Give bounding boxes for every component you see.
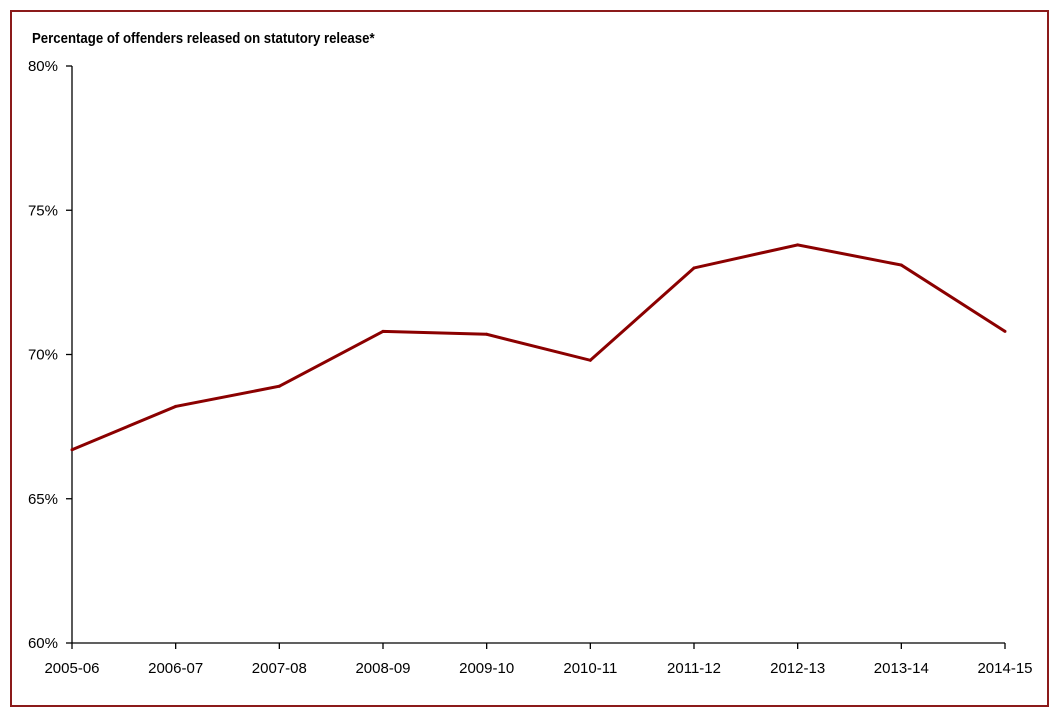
x-tick-label: 2011-12 [667, 660, 721, 677]
y-tick-label: 70% [28, 347, 58, 364]
x-tick-label: 2010-11 [563, 660, 617, 677]
x-tick-label: 2006-07 [148, 660, 203, 677]
chart-title: Percentage of offenders released on stat… [32, 30, 375, 47]
data-point [1003, 329, 1007, 333]
x-tick-label: 2005-06 [44, 660, 99, 677]
x-tick-label: 2008-09 [355, 660, 410, 677]
data-point [70, 448, 74, 452]
data-point [796, 243, 800, 247]
x-tick-label: 2013-14 [874, 660, 929, 677]
data-point [692, 266, 696, 270]
data-point [277, 384, 281, 388]
x-tick-label: 2014-15 [977, 660, 1032, 677]
data-point [899, 263, 903, 267]
x-tick-label: 2009-10 [459, 660, 514, 677]
y-tick-label: 75% [28, 202, 58, 219]
data-point [485, 332, 489, 336]
chart-frame [10, 10, 1049, 707]
y-tick-label: 60% [28, 635, 58, 652]
x-tick-label: 2012-13 [770, 660, 825, 677]
series-line [71, 243, 1006, 452]
y-tick-label: 65% [28, 491, 58, 508]
y-tick-label: 80% [28, 58, 58, 75]
data-point [381, 329, 385, 333]
data-point [174, 404, 178, 408]
data-point [588, 358, 592, 362]
x-tick-label: 2007-08 [252, 660, 307, 677]
